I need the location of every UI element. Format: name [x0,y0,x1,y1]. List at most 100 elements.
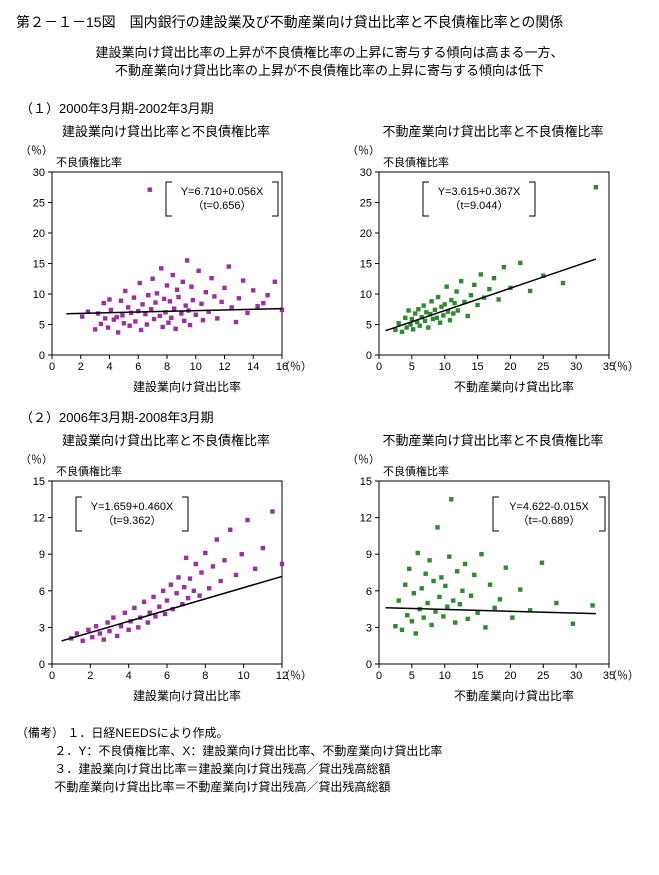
footnote-4: 不動産業向け貸出比率＝不動産業向け貸出残高／貸出残高総額 [16,778,643,796]
scatter-chart-c2: 05101520253035051015202530Y=3.615+0.367X… [343,142,643,397]
x-unit: （％） [279,669,312,682]
svg-text:6: 6 [164,670,170,682]
x-unit: （％） [606,669,639,682]
svg-text:25: 25 [360,198,372,210]
svg-text:0: 0 [49,670,55,682]
svg-text:0: 0 [39,659,45,671]
svg-text:30: 30 [33,167,45,179]
svg-text:0: 0 [366,659,372,671]
period-2-label: （２）2006年3月期-2008年3月期 [20,407,643,426]
y-unit: （％） [20,453,53,466]
svg-text:12: 12 [360,513,372,525]
svg-text:10: 10 [190,361,202,373]
svg-text:0: 0 [49,361,55,373]
svg-text:10: 10 [439,361,451,373]
svg-text:12: 12 [218,361,230,373]
svg-text:10: 10 [360,289,372,301]
eq-line1: Y=1.659+0.460X [91,501,174,513]
svg-text:6: 6 [39,586,45,598]
svg-text:6: 6 [135,361,141,373]
svg-text:0: 0 [39,350,45,362]
svg-text:8: 8 [202,670,208,682]
x-axis-label: 不動産業向け貸出比率 [454,688,574,703]
svg-text:5: 5 [39,320,45,332]
svg-text:15: 15 [471,670,483,682]
svg-text:3: 3 [39,623,45,635]
eq-line2: （t=9.044） [449,199,508,212]
svg-text:4: 4 [106,361,112,373]
eq-line2: （t=-0.689） [518,514,581,527]
svg-text:15: 15 [33,476,45,488]
x-axis-label: 建設業向け貸出比率 [133,379,241,394]
chart-panel-c1: 建設業向け貸出比率と不良債権比率 02468101214160510152025… [16,121,316,397]
row-2: 建設業向け貸出比率と不良債権比率 0 2 4 6 8 10 12 0 3 6 9 12 15 Y=1.65… [16,430,643,706]
svg-text:25: 25 [33,198,45,210]
footnotes-label: （備考） [16,726,64,740]
svg-text:30: 30 [570,361,582,373]
figure-title: 第２－１－15図 国内銀行の建設業及び不動産業向け貸出比率と不良債権比率との関係 [16,12,643,32]
svg-text:10: 10 [238,670,250,682]
svg-text:0: 0 [366,350,372,362]
footnote-1: １．日経NEEDSにより作成。 [67,726,228,740]
scatter-chart-c4: 0510152025303503691215Y=4.622-0.015X（t=-… [343,451,643,706]
chart-panel-c4: 不動産業向け貸出比率と不良債権比率 0510152025303503691215… [343,430,643,706]
svg-text:0: 0 [376,670,382,682]
x-axis-label: 不動産業向け貸出比率 [454,379,574,394]
scatter-chart-c3: 02468101203691215Y=1.659+0.460X（t=9.362）… [16,451,316,706]
eq-line2: （t=0.656） [192,199,251,212]
chart-title-c1: 建設業向け貸出比率と不良債権比率 [16,121,316,140]
x-unit: （％） [279,360,312,373]
svg-text:12: 12 [33,513,45,525]
row-1: 建設業向け貸出比率と不良債権比率 02468101214160510152025… [16,121,643,397]
svg-text:15: 15 [360,476,372,488]
scatter-chart-c1: 0246810121416051015202530Y=6.710+0.056X（… [16,142,316,397]
eq-line1: Y=6.710+0.056X [181,186,264,198]
footnote-2: ２．Y：不良債権比率、X：建設業向け貸出比率、不動産業向け貸出比率 [16,742,643,760]
svg-text:15: 15 [360,259,372,271]
y-unit: （％） [347,453,380,466]
y-unit: （％） [347,144,380,157]
period-1-label: （１）2000年3月期-2002年3月期 [20,98,643,117]
svg-text:5: 5 [409,670,415,682]
svg-text:15: 15 [33,259,45,271]
y-inner-label: 不良債権比率 [56,155,122,169]
eq-line1: Y=4.622-0.015X [509,501,589,513]
svg-text:5: 5 [366,320,372,332]
svg-text:4: 4 [126,670,132,682]
x-axis-label: 建設業向け貸出比率 [133,688,241,703]
svg-text:9: 9 [366,550,372,562]
svg-text:0: 0 [376,361,382,373]
svg-text:8: 8 [164,361,170,373]
svg-text:10: 10 [33,289,45,301]
chart-title-c2: 不動産業向け貸出比率と不良債権比率 [343,121,643,140]
svg-text:10: 10 [439,670,451,682]
chart-panel-c3: 建設業向け貸出比率と不良債権比率 02468101203691215Y=1.65… [16,430,316,706]
svg-text:15: 15 [471,361,483,373]
chart-panel-c2: 不動産業向け貸出比率と不良債権比率 0510152025303505101520… [343,121,643,397]
subtitle-line1: 建設業向け貸出比率の上昇が不良債権比率の上昇に寄与する傾向は高まる一方、 [95,45,563,60]
svg-text:20: 20 [360,228,372,240]
svg-text:3: 3 [366,623,372,635]
figure-subtitle: 建設業向け貸出比率の上昇が不良債権比率の上昇に寄与する傾向は高まる一方、 不動産… [16,44,643,80]
eq-line2: （t=9.362） [102,514,161,527]
svg-text:30: 30 [570,670,582,682]
footnote-3: ３．建設業向け貸出比率＝建設業向け貸出残高／貸出残高総額 [16,760,643,778]
svg-text:14: 14 [247,361,259,373]
svg-text:25: 25 [537,361,549,373]
x-unit: （％） [606,360,639,373]
eq-line1: Y=3.615+0.367X [438,186,521,198]
svg-text:20: 20 [504,361,516,373]
svg-text:20: 20 [33,228,45,240]
y-inner-label: 不良債権比率 [383,464,449,478]
footnotes: （備考） １．日経NEEDSにより作成。 ２．Y：不良債権比率、X：建設業向け貸… [16,724,643,796]
chart-title-c4: 不動産業向け貸出比率と不良債権比率 [343,430,643,449]
y-inner-label: 不良債権比率 [56,464,122,478]
subtitle-line2: 不動産業向け貸出比率の上昇が不良債権比率の上昇に寄与する傾向は低下 [115,63,544,78]
chart-title-c3: 建設業向け貸出比率と不良債権比率 [16,430,316,449]
svg-text:2: 2 [78,361,84,373]
y-inner-label: 不良債権比率 [383,155,449,169]
svg-text:9: 9 [39,550,45,562]
svg-text:2: 2 [87,670,93,682]
svg-text:20: 20 [504,670,516,682]
svg-text:5: 5 [409,361,415,373]
